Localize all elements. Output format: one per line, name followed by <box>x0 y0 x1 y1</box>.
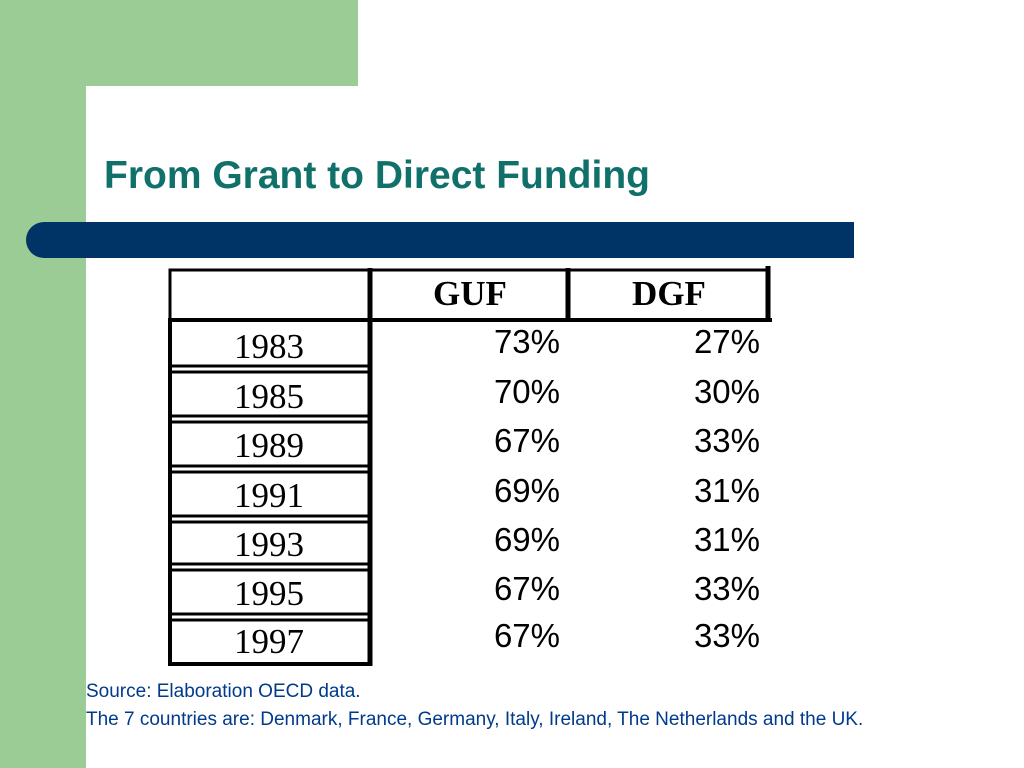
guf-value-1995: 67% <box>493 570 560 607</box>
source-line: Source: Elaboration OECD data. <box>86 681 361 702</box>
green-side-strip <box>0 0 86 768</box>
dgf-value-1993: 31% <box>693 521 760 558</box>
dgf-value-1995: 33% <box>693 570 760 607</box>
dgf-value-1983: 27% <box>693 323 760 360</box>
footer-notes: Source: Elaboration OECD data. The 7 cou… <box>86 678 863 734</box>
year-cell-1989: 1989 <box>234 426 304 465</box>
dgf-value-1989: 33% <box>693 422 760 459</box>
slide-title: From Grant to Direct Funding <box>104 154 650 197</box>
dgf-value-1991: 31% <box>693 472 760 509</box>
guf-value-1983: 73% <box>493 323 560 360</box>
year-cell-1995: 1995 <box>234 574 304 613</box>
countries-line: The 7 countries are: Denmark, France, Ge… <box>86 709 864 730</box>
year-cell-1991: 1991 <box>234 476 304 515</box>
column-header-guf: GUF <box>433 274 507 313</box>
guf-value-1997: 67% <box>493 617 560 654</box>
guf-value-1985: 70% <box>493 373 560 410</box>
year-cell-1993: 1993 <box>234 525 304 564</box>
column-header-dgf: DGF <box>632 274 706 313</box>
guf-value-1993: 69% <box>493 521 560 558</box>
title-accent-bar <box>26 222 854 258</box>
year-cell-1983: 1983 <box>234 327 304 366</box>
year-cell-1997: 1997 <box>234 622 304 661</box>
dgf-value-1985: 30% <box>693 373 760 410</box>
slide-content-area <box>86 86 1024 768</box>
dgf-value-1997: 33% <box>693 617 760 654</box>
guf-value-1989: 67% <box>493 422 560 459</box>
year-cell-1985: 1985 <box>234 377 304 416</box>
guf-value-1991: 69% <box>493 472 560 509</box>
